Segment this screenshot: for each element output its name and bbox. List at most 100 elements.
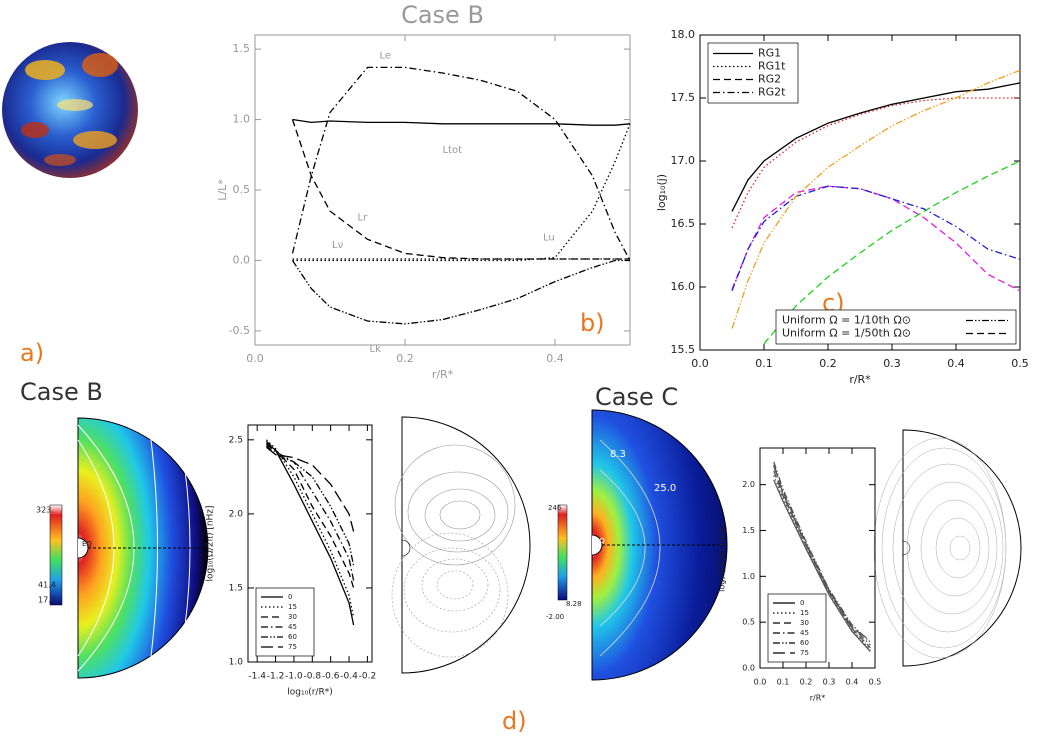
x-tick-label: 0.5	[1011, 357, 1029, 370]
x-tick-label: -0.8	[304, 672, 322, 682]
contour-label: 25.0	[654, 483, 676, 494]
y-axis-label: L/L*	[216, 179, 229, 201]
legend-label: 45	[288, 623, 297, 631]
x-axis-label: r/R*	[849, 373, 871, 386]
y-tick-label: 2.0	[229, 509, 244, 519]
legend: 0 15 30 45 60 75	[255, 587, 315, 657]
chart: 0.0 0.1 0.2 0.3 0.4 0.5 0.0 0.5 1.0 1.5 2.0 r/R* log…	[718, 447, 882, 703]
series-label: Le	[380, 50, 392, 61]
panel-label: a)	[20, 339, 44, 367]
chart: -1.4 -1.2 -1.0 -0.8 -0.6 -0.4 -0.2 1.0 1.5 2.0 2.5…	[206, 424, 377, 698]
legend-box	[775, 309, 1017, 345]
colorbar-label: 323.	[36, 506, 54, 515]
x-tick-label: 0.2	[819, 357, 837, 370]
x-axis-label: r/R*	[432, 368, 454, 381]
case-label: Case B	[20, 378, 103, 406]
x-axis-label: log₁₀(r/R*)	[287, 688, 332, 698]
x-tick-label: 0.2	[800, 678, 813, 687]
y-tick-label: 15.5	[671, 343, 696, 356]
legend-label: 0	[288, 593, 292, 601]
series-line	[773, 461, 871, 643]
x-tick-label: 0.4	[546, 352, 564, 365]
series-line	[265, 445, 355, 566]
legend-label: 30	[288, 613, 297, 621]
y-tick-label: 0.0	[742, 664, 755, 673]
series-line	[731, 185, 1021, 292]
contour-label: 8.3	[610, 449, 626, 460]
series-line	[773, 470, 871, 649]
y-axis-label: log₁₀(j)	[655, 174, 668, 211]
legend-label: RG2t	[758, 86, 786, 99]
legend-label: 15	[800, 609, 809, 617]
colorbar-label: 246	[548, 504, 562, 512]
series-line	[731, 69, 1021, 329]
legend-label: 15	[288, 603, 297, 611]
colorbar-label: -2.00	[546, 613, 564, 621]
series-line	[291, 119, 630, 260]
legend-label: 45	[800, 629, 809, 637]
series-line	[292, 123, 631, 262]
legend-label: Uniform Ω = 1/10th Ω⊙	[782, 314, 911, 327]
legend: 0 15 30 45 60 75	[767, 593, 827, 663]
x-tick-label: -0.2	[359, 672, 377, 682]
series-line	[265, 439, 355, 618]
streamline-plot	[873, 429, 1022, 667]
legend-label: 0	[800, 599, 804, 607]
case-label: Case C	[595, 383, 678, 411]
x-tick-label: 0.5	[869, 678, 882, 687]
chart: 0.0 0.1 0.2 0.3 0.4 0.5 15.5 16.0 16.5 17.0 17.5 18…	[655, 28, 1029, 386]
series-line	[291, 66, 631, 261]
plot-frame	[759, 447, 876, 669]
sphere-image	[2, 42, 138, 178]
legend-label: 75	[800, 649, 809, 657]
y-axis-label: log₁₀(Ω/2π) [nHz]	[718, 524, 727, 592]
y-tick-label: 1.5	[229, 583, 243, 593]
y-tick-label: 1.5	[233, 42, 251, 55]
x-tick-label: 0.0	[691, 357, 709, 370]
chart: 0.0 0.2 0.4 -0.5 0.0 0.5 1.0 1.5 Case B r/R* L/L* L…	[216, 1, 631, 381]
legend: Uniform Ω = 1/10th Ω⊙Uniform Ω = 1/50th …	[775, 309, 1017, 345]
y-tick-label: 18.0	[671, 28, 696, 41]
y-tick-label: 16.0	[671, 280, 696, 293]
series-label: Lk	[370, 344, 382, 355]
series-label: Lr	[358, 212, 369, 223]
y-tick-label: 17.0	[671, 154, 696, 167]
x-tick-label: 0.4	[947, 357, 965, 370]
colorbar-label: 17.2	[38, 596, 56, 605]
equator-label: EQ	[595, 537, 605, 545]
legend-label: 75	[288, 643, 297, 651]
y-tick-label: 0.5	[742, 618, 755, 627]
legend-box	[255, 587, 315, 657]
legend-label: RG1t	[758, 60, 786, 73]
x-tick-label: 0.1	[755, 357, 773, 370]
legend-label: 60	[288, 633, 297, 641]
x-tick-label: 0.4	[846, 678, 859, 687]
x-tick-label: -1.4	[248, 672, 266, 682]
y-tick-label: 0.0	[233, 253, 251, 266]
x-tick-label: -0.4	[340, 672, 358, 682]
plot-frame	[699, 34, 1021, 351]
y-tick-label: 1.5	[742, 526, 755, 535]
panel-label: b)	[580, 309, 605, 337]
chart-title: Case B	[401, 1, 484, 29]
panel-label: d)	[502, 707, 527, 735]
x-tick-label: 0.0	[754, 678, 767, 687]
colorbar-label: 8.28	[566, 600, 582, 608]
series-label: Ltot	[443, 145, 463, 156]
colorbar-label: 41.4	[38, 581, 56, 590]
series-label: Lν	[332, 240, 344, 251]
legend-label: 60	[800, 639, 809, 647]
x-tick-label: 0.1	[777, 678, 790, 687]
equator-label: EQ	[82, 540, 92, 548]
series-line	[265, 443, 355, 581]
legend-box	[767, 593, 827, 663]
y-tick-label: -0.5	[229, 324, 250, 337]
series-line	[773, 464, 871, 642]
legend-label: RG2	[758, 73, 781, 86]
series-line	[292, 118, 631, 126]
x-tick-label: 0.3	[823, 678, 836, 687]
x-tick-label: 0.3	[883, 357, 901, 370]
series-label: Lu	[543, 233, 555, 244]
x-tick-label: -1.2	[267, 672, 285, 682]
